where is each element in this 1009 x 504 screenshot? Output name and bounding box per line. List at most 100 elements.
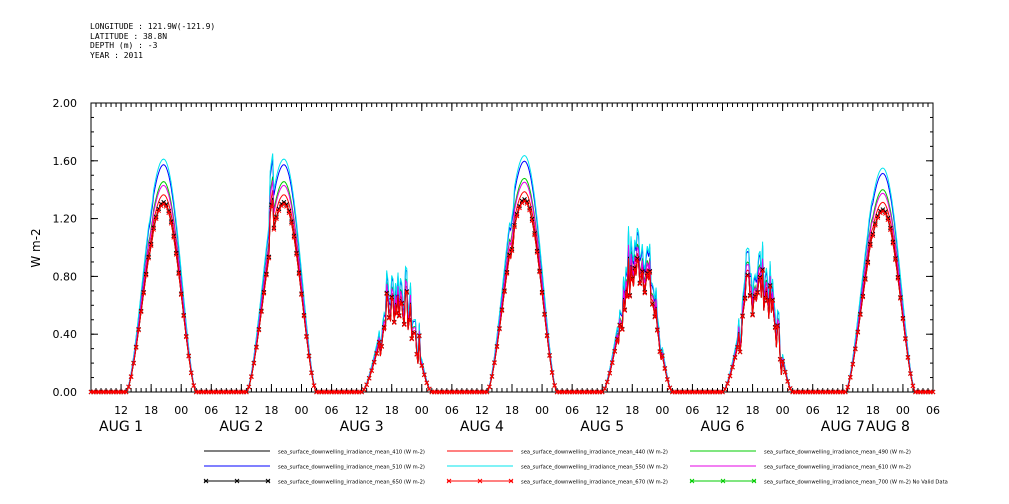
series-marker xyxy=(366,375,372,381)
series-marker xyxy=(787,386,793,391)
legend-marker xyxy=(720,478,726,484)
series-marker xyxy=(374,351,380,357)
plot-metadata-header: LONGITUDE : 121.9W(-121.9) LATITUDE : 38… xyxy=(90,22,215,60)
x-tick-label: 00 xyxy=(174,404,188,417)
series-marker xyxy=(123,389,129,395)
series-marker xyxy=(309,370,314,376)
series-marker xyxy=(153,216,159,221)
series-marker xyxy=(767,283,773,288)
series-marker xyxy=(652,314,658,320)
series-marker xyxy=(271,227,277,232)
legend: sea_surface_downwelling_irradiance_mean_… xyxy=(203,450,948,486)
series-marker xyxy=(266,255,272,261)
series-marker xyxy=(549,370,555,375)
x-tick-label: 18 xyxy=(746,404,760,417)
x-tick-label: 12 xyxy=(355,404,369,417)
series-marker xyxy=(146,255,151,261)
series-line xyxy=(91,197,933,393)
x-tick-label: 12 xyxy=(475,404,489,417)
x-tick-label: 12 xyxy=(234,404,248,417)
series-marker xyxy=(895,276,901,281)
series-marker xyxy=(785,379,791,384)
series-marker xyxy=(745,273,750,279)
series-marker xyxy=(599,389,605,395)
series-marker xyxy=(181,313,187,319)
series-marker xyxy=(627,293,633,299)
series-marker xyxy=(401,322,407,328)
series-marker xyxy=(619,327,625,332)
series-marker xyxy=(850,362,856,367)
series-marker xyxy=(767,284,773,289)
series-marker xyxy=(775,323,780,329)
series-marker xyxy=(489,374,495,379)
legend-marker xyxy=(477,478,483,484)
series-marker xyxy=(301,313,307,319)
y-tick-label: 0.00 xyxy=(53,386,78,399)
series-marker xyxy=(537,269,542,275)
series-marker xyxy=(371,360,377,365)
series-marker xyxy=(772,325,778,331)
series-marker xyxy=(131,360,136,366)
series-7 xyxy=(88,198,936,395)
series-marker xyxy=(291,235,297,240)
x-tick-label: 18 xyxy=(625,404,639,417)
series-marker xyxy=(416,333,422,339)
series-marker xyxy=(647,270,653,275)
series-marker xyxy=(249,374,254,380)
series-marker xyxy=(492,360,497,366)
x-tick-label: 12 xyxy=(114,404,128,417)
series-marker xyxy=(507,253,512,259)
series-marker xyxy=(732,355,738,361)
series-marker xyxy=(544,333,550,339)
series-marker xyxy=(609,360,615,366)
series-marker xyxy=(722,386,728,392)
x-tick-label: 06 xyxy=(685,404,699,417)
series-marker xyxy=(183,334,189,340)
series-marker xyxy=(156,208,162,214)
x-tick-label: 18 xyxy=(385,404,399,417)
series-marker xyxy=(604,379,610,385)
series-marker xyxy=(612,349,618,354)
series-marker xyxy=(860,294,866,300)
x-date-label: AUG 2 xyxy=(219,419,263,435)
series-marker xyxy=(930,389,936,395)
x-tick-label: 00 xyxy=(776,404,790,417)
series-marker xyxy=(244,389,249,395)
legend-marker xyxy=(265,478,271,484)
series-marker xyxy=(888,227,893,233)
longitude-label: LONGITUDE : 121.9W(-121.9) xyxy=(90,22,216,31)
series-marker xyxy=(173,252,179,257)
series-marker xyxy=(873,222,878,228)
x-tick-label: 06 xyxy=(806,404,820,417)
series-marker xyxy=(898,296,903,301)
series-marker xyxy=(885,217,891,223)
series-marker xyxy=(737,349,743,355)
series-marker xyxy=(286,210,292,216)
series-marker xyxy=(534,249,540,255)
series-marker xyxy=(782,369,788,375)
series-marker xyxy=(143,272,149,278)
series-marker xyxy=(379,344,385,349)
series-marker xyxy=(188,370,194,376)
series-marker xyxy=(529,218,535,224)
series-marker xyxy=(364,382,370,388)
series-marker xyxy=(424,380,430,386)
series-line xyxy=(91,159,933,393)
series-2 xyxy=(91,176,933,393)
series-marker xyxy=(662,366,668,371)
x-tick-label: 18 xyxy=(144,404,158,417)
series-marker xyxy=(657,349,663,355)
series-marker xyxy=(259,309,264,315)
series-marker xyxy=(867,243,873,248)
series-marker xyxy=(725,381,730,386)
series-marker xyxy=(497,326,502,332)
series-marker xyxy=(642,290,648,296)
series-marker xyxy=(384,290,390,296)
series-marker xyxy=(532,232,537,238)
series-marker xyxy=(289,220,294,226)
series-marker xyxy=(649,302,655,307)
series-marker xyxy=(845,384,851,390)
series-marker xyxy=(870,233,876,239)
series-6 xyxy=(88,196,936,395)
x-tick-label: 00 xyxy=(655,404,669,417)
